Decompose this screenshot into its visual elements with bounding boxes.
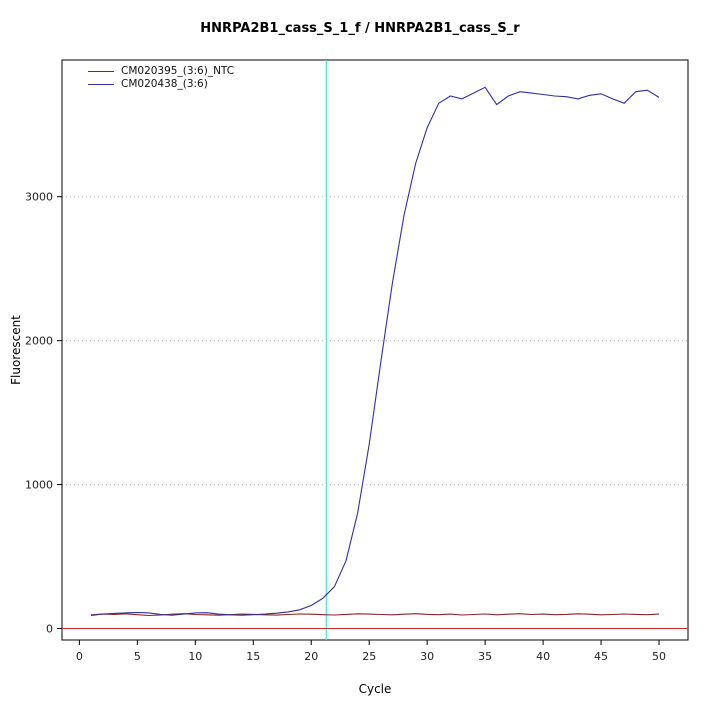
legend-label-ntc: CM020395_(3:6)_NTC	[121, 65, 235, 77]
legend-item-sample: CM020438_(3:6)	[88, 78, 234, 91]
x-tick-label: 45	[594, 650, 608, 663]
legend: CM020395_(3:6)_NTC CM020438_(3:6)	[88, 65, 234, 91]
legend-line-swatch-sample	[88, 83, 114, 86]
series-line-1	[90, 86, 660, 617]
x-tick-label: 10	[188, 650, 202, 663]
x-tick-label: 20	[304, 650, 318, 663]
legend-line-swatch-ntc	[88, 70, 114, 73]
x-tick-label: 0	[76, 650, 83, 663]
plot-frame	[61, 59, 689, 641]
y-tick-label: 0	[46, 622, 53, 635]
legend-item-ntc: CM020395_(3:6)_NTC	[88, 65, 234, 78]
x-tick-label: 30	[420, 650, 434, 663]
x-axis-label: Cycle	[358, 682, 392, 696]
y-tick-label: 1000	[25, 479, 53, 492]
x-tick-label: 25	[362, 650, 376, 663]
y-tick-label: 2000	[25, 335, 53, 348]
legend-label-sample: CM020438_(3:6)	[121, 78, 208, 90]
x-tick-label: 5	[134, 650, 141, 663]
chart-title: HNRPA2B1_cass_S_1_f / HNRPA2B1_cass_S_r	[200, 21, 520, 36]
x-tick-label: 40	[536, 650, 550, 663]
y-axis-label: Fluorescent	[9, 315, 23, 385]
x-tick-label: 50	[652, 650, 666, 663]
x-tick-label: 35	[478, 650, 492, 663]
x-tick-label: 15	[246, 650, 260, 663]
y-tick-label: 3000	[25, 191, 53, 204]
